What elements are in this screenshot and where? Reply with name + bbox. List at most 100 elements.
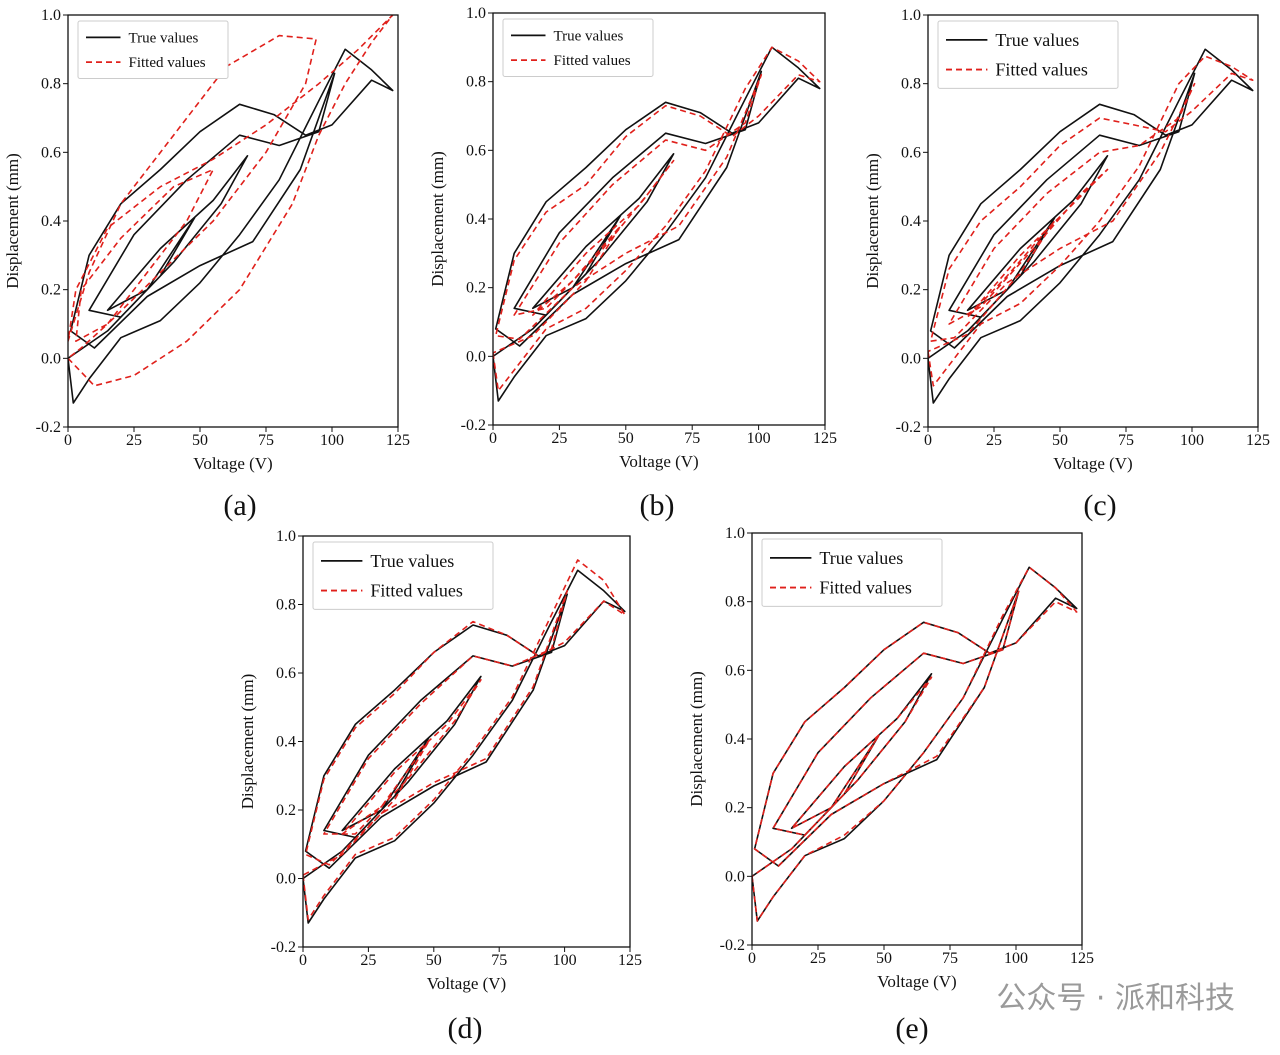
y-axis-label: Displacement (mm) [3, 153, 22, 289]
y-tick-label: 1.0 [41, 7, 61, 24]
x-axis-label: Voltage (V) [193, 454, 272, 473]
x-tick-label: 50 [426, 952, 442, 969]
series-line [928, 55, 1254, 387]
subplot: 0 25 50 75 100 125 -0.2 0.0 0.2 0.4 0.6 0.8 1.0 Volta… [863, 7, 1270, 522]
y-tick-label: -0.2 [720, 937, 745, 954]
x-tick-label: 125 [1070, 950, 1094, 967]
x-tick-label: 125 [813, 430, 837, 447]
legend-label: Fitted values [129, 55, 206, 71]
caption: (d) [448, 1012, 483, 1045]
y-tick-label: 1.0 [725, 525, 745, 542]
x-tick-label: 125 [386, 432, 410, 449]
caption: (c) [1083, 489, 1116, 522]
subplot: 0 25 50 75 100 125 -0.2 0.0 0.2 0.4 0.6 0.8 1.0 Volta… [687, 525, 1094, 1045]
y-tick-label: 0.2 [901, 282, 921, 299]
y-tick-label: 0.6 [466, 142, 486, 159]
x-tick-label: 75 [258, 432, 274, 449]
legend-label: True values [129, 30, 199, 46]
y-tick-label: 0.2 [466, 280, 486, 297]
y-tick-label: 0.8 [466, 74, 486, 91]
y-tick-label: 0.4 [41, 213, 61, 230]
y-tick-label: 0.4 [276, 734, 296, 751]
series-line [752, 566, 1078, 922]
y-tick-label: 0.0 [466, 348, 486, 365]
x-tick-label: 125 [1246, 432, 1270, 449]
series-line [752, 566, 1078, 922]
y-tick-label: 0.0 [901, 350, 921, 367]
subplot: 0 25 50 75 100 125 -0.2 0.0 0.2 0.4 0.6 0.8 1.0 Volta… [3, 7, 410, 522]
y-tick-label: 0.0 [41, 350, 61, 367]
y-tick-label: -0.2 [461, 417, 486, 434]
x-axis-label: Voltage (V) [1053, 454, 1132, 473]
x-tick-label: 100 [1004, 950, 1028, 967]
legend-label: Fitted values [370, 580, 463, 600]
x-tick-label: 75 [684, 430, 700, 447]
y-tick-label: 0.2 [725, 800, 745, 817]
y-tick-label: 0.6 [276, 665, 296, 682]
x-tick-label: 75 [491, 952, 507, 969]
x-tick-label: 0 [748, 950, 756, 967]
y-axis-label: Displacement (mm) [238, 674, 257, 810]
legend-label: Fitted values [819, 577, 912, 597]
y-axis-label: Displacement (mm) [687, 671, 706, 807]
x-tick-label: 100 [747, 430, 771, 447]
x-tick-label: 0 [489, 430, 497, 447]
x-axis-label: Voltage (V) [619, 452, 698, 471]
watermark: 公众号 · 派和科技 [996, 981, 1235, 1016]
y-tick-label: 1.0 [466, 5, 486, 22]
series-line [68, 15, 394, 387]
series-line [493, 46, 821, 402]
x-tick-label: 25 [986, 432, 1002, 449]
x-tick-label: 50 [618, 430, 634, 447]
y-tick-label: -0.2 [36, 419, 61, 436]
y-tick-label: 0.6 [901, 144, 921, 161]
series-line [68, 48, 394, 404]
subplot: 0 25 50 75 100 125 -0.2 0.0 0.2 0.4 0.6 0.8 1.0 Volta… [238, 528, 642, 1045]
y-tick-label: -0.2 [896, 419, 921, 436]
legend-box [761, 538, 943, 607]
y-tick-label: 0.4 [725, 731, 745, 748]
y-tick-label: 0.2 [276, 802, 296, 819]
x-axis-label: Voltage (V) [877, 972, 956, 991]
y-tick-label: 1.0 [901, 7, 921, 24]
y-axis-label: Displacement (mm) [428, 151, 447, 287]
x-tick-label: 0 [299, 952, 307, 969]
y-tick-label: 0.4 [901, 213, 921, 230]
y-tick-label: 0.8 [41, 76, 61, 93]
x-tick-label: 25 [551, 430, 567, 447]
y-tick-label: 0.2 [41, 282, 61, 299]
y-tick-label: 0.4 [466, 211, 486, 228]
caption: (e) [895, 1012, 928, 1045]
y-tick-label: 0.8 [276, 597, 296, 614]
legend-box [77, 20, 229, 79]
legend-label: True values [554, 28, 624, 44]
x-tick-label: 25 [810, 950, 826, 967]
legend-label: True values [995, 30, 1079, 50]
x-tick-label: 50 [192, 432, 208, 449]
y-tick-label: 1.0 [276, 528, 296, 545]
caption: (b) [640, 489, 675, 522]
legend-box [312, 541, 494, 610]
y-tick-label: 0.0 [725, 868, 745, 885]
series-line [303, 559, 626, 921]
y-axis-label: Displacement (mm) [863, 153, 882, 289]
caption: (a) [223, 489, 256, 522]
x-tick-label: 100 [1180, 432, 1204, 449]
x-tick-label: 100 [320, 432, 344, 449]
y-tick-label: 0.8 [901, 76, 921, 93]
x-axis-label: Voltage (V) [427, 974, 506, 993]
x-tick-label: 25 [360, 952, 376, 969]
x-tick-label: 0 [924, 432, 932, 449]
legend-label: Fitted values [995, 59, 1088, 79]
x-tick-label: 50 [876, 950, 892, 967]
x-tick-label: 100 [553, 952, 577, 969]
series-line [928, 48, 1254, 404]
x-tick-label: 25 [126, 432, 142, 449]
legend-label: Fitted values [554, 53, 631, 69]
legend-box [937, 20, 1119, 89]
x-tick-label: 75 [1118, 432, 1134, 449]
legend-box [502, 18, 654, 77]
legend-label: True values [819, 548, 903, 568]
legend-label: True values [370, 551, 454, 571]
